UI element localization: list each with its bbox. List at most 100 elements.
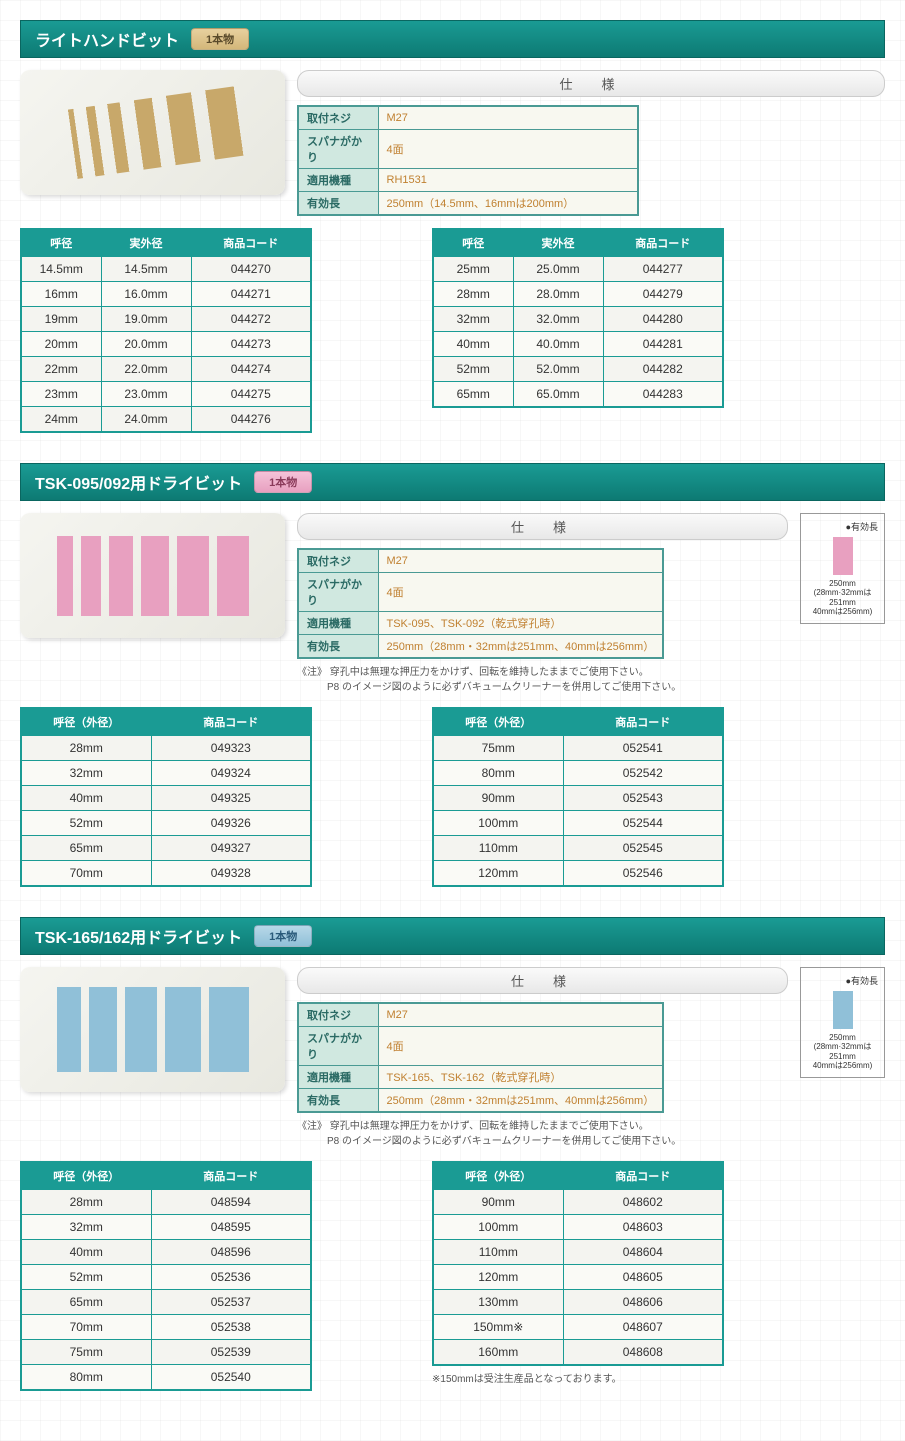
product-section: ライトハンドビット1本物仕 様取付ネジM27スパナがかり4面適用機種RH1531…: [20, 20, 885, 433]
table-cell: 052542: [563, 761, 723, 786]
spec-label: 有効長: [298, 192, 378, 216]
diagram-text: 250mm(28mm·32mmは251mm40mmは256mm): [813, 579, 873, 617]
table-cell: 75mm: [433, 736, 563, 761]
table-cell: 052544: [563, 811, 723, 836]
table-cell: 044283: [603, 382, 723, 408]
table-cell: 052537: [151, 1290, 311, 1315]
spec-value: M27: [378, 549, 663, 573]
table-cell: 28mm: [21, 1190, 151, 1215]
section-header: ライトハンドビット1本物: [20, 20, 885, 58]
spec-row: 取付ネジM27: [298, 1003, 663, 1027]
table-header: 呼径（外径）: [433, 1162, 563, 1190]
spec-row: 有効長250mm（14.5mm、16mmは200mm）: [298, 192, 638, 216]
table-row: 40mm048596: [21, 1240, 311, 1265]
tables-row: 呼径（外径）商品コード28mm04932332mm04932440mm04932…: [20, 707, 885, 887]
spec-value: 4面: [378, 130, 638, 169]
table-row: 100mm048603: [433, 1215, 723, 1240]
spec-label: スパナがかり: [298, 130, 378, 169]
table-cell: 24mm: [21, 407, 101, 433]
table-cell: 048604: [563, 1240, 723, 1265]
table-cell: 048594: [151, 1190, 311, 1215]
spec-header: 仕 様: [297, 513, 788, 540]
table-row: 19mm19.0mm044272: [21, 307, 311, 332]
product-image: [20, 70, 285, 195]
table-cell: 120mm: [433, 1265, 563, 1290]
table-cell: 049327: [151, 836, 311, 861]
table-cell: 160mm: [433, 1340, 563, 1366]
table-cell: 40mm: [433, 332, 513, 357]
spec-table: 取付ネジM27スパナがかり4面適用機種RH1531有効長250mm（14.5mm…: [297, 105, 639, 216]
table-row: 80mm052542: [433, 761, 723, 786]
section-header: TSK-165/162用ドライビット1本物: [20, 917, 885, 955]
table-header: 実外径: [101, 229, 191, 257]
table-cell: 20mm: [21, 332, 101, 357]
table-row: 90mm048602: [433, 1190, 723, 1215]
table-cell: 044273: [191, 332, 311, 357]
table-row: 100mm052544: [433, 811, 723, 836]
data-table: 呼径（外径）商品コード90mm048602100mm048603110mm048…: [432, 1161, 724, 1366]
table-cell: 049323: [151, 736, 311, 761]
spec-label: スパナがかり: [298, 573, 378, 612]
table-header: 商品コード: [563, 1162, 723, 1190]
table-header-row: 呼径（外径）商品コード: [433, 708, 723, 736]
table-cell: 044270: [191, 257, 311, 282]
table-header: 商品コード: [603, 229, 723, 257]
spec-value: 4面: [378, 573, 663, 612]
table-cell: 80mm: [21, 1365, 151, 1391]
table-row: 52mm52.0mm044282: [433, 357, 723, 382]
table-row: 20mm20.0mm044273: [21, 332, 311, 357]
table-row: 70mm049328: [21, 861, 311, 887]
table-cell: 52mm: [433, 357, 513, 382]
table-cell: 048606: [563, 1290, 723, 1315]
note-text: 《注》 穿孔中は無理な押圧力をかけず、回転を維持したままでご使用下さい。 P8 …: [297, 665, 788, 695]
spec-label: 取付ネジ: [298, 106, 378, 130]
table-cell: 28mm: [21, 736, 151, 761]
table-cell: 28mm: [433, 282, 513, 307]
table-row: 25mm25.0mm044277: [433, 257, 723, 282]
data-table: 呼径（外径）商品コード28mm04932332mm04932440mm04932…: [20, 707, 312, 887]
table-header-row: 呼径実外径商品コード: [21, 229, 311, 257]
diagram-title: ●有効長: [807, 520, 878, 533]
spec-value: 250mm（14.5mm、16mmは200mm）: [378, 192, 638, 216]
table-cell: 24.0mm: [101, 407, 191, 433]
table-cell: 049324: [151, 761, 311, 786]
table-cell: 19.0mm: [101, 307, 191, 332]
spec-row: 有効長250mm（28mm・32mmは251mm、40mmは256mm）: [298, 1089, 663, 1113]
table-row: 70mm052538: [21, 1315, 311, 1340]
table-header-row: 呼径実外径商品コード: [433, 229, 723, 257]
table-header-row: 呼径（外径）商品コード: [433, 1162, 723, 1190]
table-cell: 044274: [191, 357, 311, 382]
table-cell: 044280: [603, 307, 723, 332]
table-row: 65mm65.0mm044283: [433, 382, 723, 408]
spec-value: TSK-165、TSK-162（乾式穿孔時）: [378, 1066, 663, 1089]
table-cell: 90mm: [433, 786, 563, 811]
table-cell: 70mm: [21, 861, 151, 887]
table-cell: 044271: [191, 282, 311, 307]
table-cell: 048596: [151, 1240, 311, 1265]
table-cell: 044282: [603, 357, 723, 382]
spec-header: 仕 様: [297, 70, 885, 97]
table-cell: 100mm: [433, 811, 563, 836]
data-table: 呼径実外径商品コード25mm25.0mm04427728mm28.0mm0442…: [432, 228, 724, 408]
table-header: 商品コード: [151, 708, 311, 736]
note-text: 《注》 穿孔中は無理な押圧力をかけず、回転を維持したままでご使用下さい。 P8 …: [297, 1119, 788, 1149]
table-cell: 052546: [563, 861, 723, 887]
table-cell: 048608: [563, 1340, 723, 1366]
table-row: 40mm40.0mm044281: [433, 332, 723, 357]
product-section: TSK-095/092用ドライビット1本物仕 様取付ネジM27スパナがかり4面適…: [20, 463, 885, 887]
table-cell: 40.0mm: [513, 332, 603, 357]
spec-label: スパナがかり: [298, 1027, 378, 1066]
badge: 1本物: [254, 925, 312, 947]
table-cell: 32mm: [21, 1215, 151, 1240]
content-row: 仕 様取付ネジM27スパナがかり4面適用機種RH1531有効長250mm（14.…: [20, 70, 885, 216]
table-cell: 70mm: [21, 1315, 151, 1340]
table-cell: 048602: [563, 1190, 723, 1215]
diagram-body: 250mm(28mm·32mmは251mm40mmは256mm): [807, 991, 878, 1071]
spec-label: 取付ネジ: [298, 549, 378, 573]
table-row: 160mm048608: [433, 1340, 723, 1366]
spec-value: M27: [378, 106, 638, 130]
table-row: 32mm049324: [21, 761, 311, 786]
table-cell: 32mm: [21, 761, 151, 786]
badge: 1本物: [254, 471, 312, 493]
table-cell: 14.5mm: [21, 257, 101, 282]
